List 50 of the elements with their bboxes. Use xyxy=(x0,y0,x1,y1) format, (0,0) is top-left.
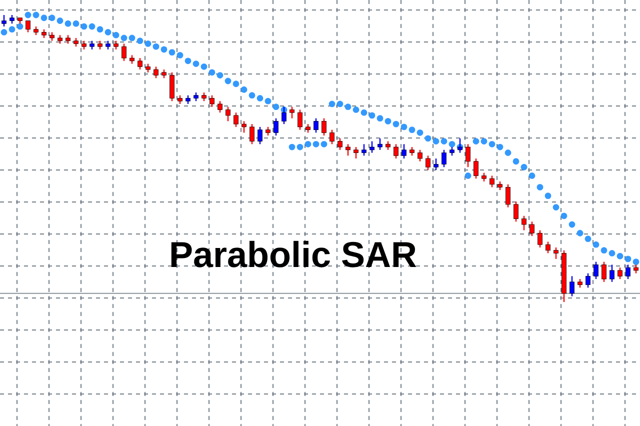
candlestick xyxy=(626,264,630,280)
candlestick xyxy=(474,158,478,180)
candlestick xyxy=(298,109,302,130)
candlestick xyxy=(330,129,334,145)
candlestick xyxy=(234,112,238,128)
candlestick xyxy=(138,57,142,70)
candlestick xyxy=(258,126,262,145)
candlestick xyxy=(210,94,214,108)
candlestick xyxy=(402,144,406,160)
candlestick xyxy=(538,230,542,248)
candlestick xyxy=(154,66,158,79)
candlestick xyxy=(362,144,366,156)
candlestick xyxy=(506,184,510,208)
candlestick xyxy=(338,138,342,150)
candlestick xyxy=(122,43,126,62)
candlestick xyxy=(514,200,518,222)
candlestick xyxy=(226,106,230,122)
candlestick xyxy=(418,149,422,162)
candlestick xyxy=(434,158,438,171)
candlestick xyxy=(618,266,622,280)
candlestick xyxy=(570,276,574,297)
candlestick xyxy=(602,261,606,283)
candlestick xyxy=(26,20,30,33)
candlestick xyxy=(170,72,174,102)
candlestick xyxy=(610,264,614,283)
candlestick xyxy=(546,241,550,254)
candlestick xyxy=(554,246,558,260)
candlestick xyxy=(250,123,254,145)
candlestick xyxy=(522,215,526,231)
candlestick xyxy=(466,144,470,168)
candlestick xyxy=(370,140,374,154)
candlestick xyxy=(2,14,6,28)
text: Parabolic SAR xyxy=(168,234,418,275)
candlestick xyxy=(594,261,598,280)
candlestick xyxy=(378,138,382,150)
candlestick xyxy=(530,221,534,237)
candlestick xyxy=(314,118,318,134)
candlestick xyxy=(274,118,278,136)
candlestick xyxy=(442,149,446,168)
candlestick xyxy=(490,175,494,188)
candlestick xyxy=(218,100,222,114)
candlestick xyxy=(322,118,326,136)
candlestick xyxy=(586,272,590,288)
candlestick xyxy=(426,155,430,171)
candlestick xyxy=(458,138,462,154)
candlestick xyxy=(394,144,398,160)
candlestick xyxy=(242,120,246,134)
candlestick xyxy=(354,146,358,160)
candlestick xyxy=(290,106,294,119)
candlestick xyxy=(346,144,350,156)
